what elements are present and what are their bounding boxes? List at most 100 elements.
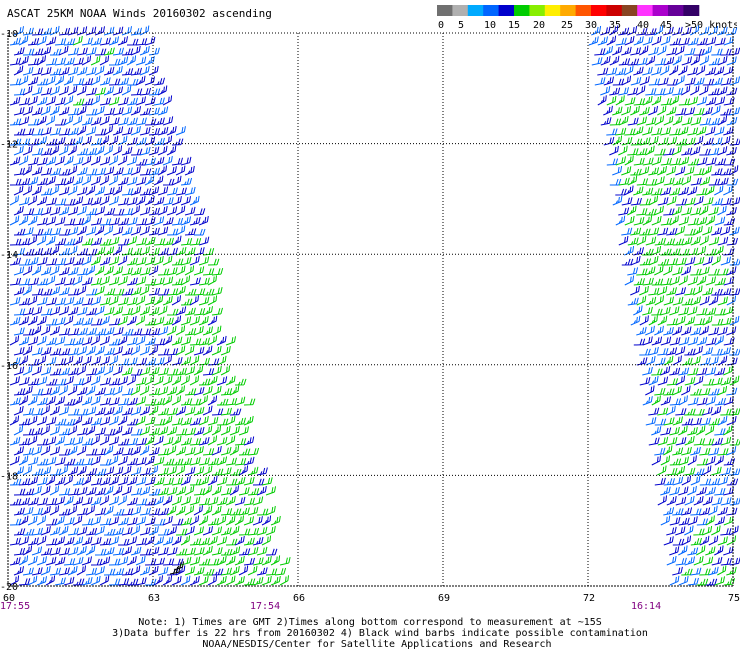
wind-barb: [36, 497, 48, 506]
wind-barb: [136, 158, 148, 166]
wind-barb: [99, 416, 111, 426]
wind-barb: [144, 416, 156, 426]
wind-barb: [63, 458, 76, 466]
wind-barb: [40, 466, 52, 476]
wind-barb: [648, 437, 660, 446]
wind-barb: [126, 418, 139, 426]
wind-barb: [36, 376, 48, 386]
wind-barb: [162, 317, 174, 326]
wind-barb: [642, 157, 654, 166]
legend-color-swatch: [452, 5, 469, 16]
wind-barb: [256, 467, 268, 476]
wind-barb: [153, 238, 166, 246]
wind-barb: [678, 367, 690, 376]
wind-barb: [72, 578, 85, 586]
wind-barb: [85, 66, 97, 76]
wind-barb: [18, 578, 31, 586]
wind-barb: [693, 285, 703, 296]
wind-barb: [666, 347, 678, 356]
wind-barb: [157, 186, 169, 196]
wind-barb: [103, 546, 115, 556]
wind-barb: [166, 166, 177, 176]
wind-barb: [112, 145, 123, 156]
wind-barb: [211, 408, 224, 416]
wind-barb: [717, 506, 728, 516]
wind-barb: [684, 348, 696, 356]
wind-barb: [135, 357, 147, 366]
wind-barb: [693, 528, 705, 536]
wind-barb: [31, 468, 44, 476]
wind-barb: [663, 208, 675, 216]
wind-barb: [18, 395, 29, 406]
wind-barb: [31, 446, 42, 456]
wind-barb: [696, 545, 706, 556]
wind-barb: [90, 155, 101, 166]
wind-barb: [198, 476, 210, 486]
wind-barb: [618, 207, 630, 216]
wind-barb: [90, 356, 101, 366]
wind-barb: [22, 27, 34, 36]
wind-barb: [22, 465, 33, 476]
wind-barb: [162, 197, 174, 206]
wind-barb: [681, 175, 692, 186]
wind-barb: [636, 326, 647, 336]
wind-barb: [193, 526, 204, 536]
wind-barb: [49, 185, 60, 196]
wind-barb: [36, 55, 46, 66]
wind-barb: [726, 416, 737, 426]
wind-barb: [687, 217, 699, 226]
wind-barb: [702, 438, 715, 446]
wind-barb: [198, 575, 209, 586]
wind-barb: [618, 87, 629, 96]
wind-barb: [705, 215, 716, 226]
wind-barb: [40, 547, 53, 556]
wind-barb: [13, 47, 25, 56]
wind-barb: [144, 118, 157, 126]
wind-barb: [189, 338, 202, 346]
wind-barb: [13, 466, 24, 476]
wind-barb: [663, 56, 675, 66]
wind-barb: [270, 555, 281, 566]
wind-barb: [67, 306, 79, 316]
wind-barb: [135, 218, 148, 226]
wind-barb: [184, 228, 197, 236]
wind-barb: [687, 577, 699, 586]
wind-barb: [148, 306, 160, 316]
legend-label: 40: [637, 20, 649, 31]
wind-barb: [663, 115, 674, 126]
wind-barb: [166, 206, 178, 216]
wind-barb: [265, 548, 278, 556]
wind-barb: [672, 206, 683, 216]
wind-barb: [144, 296, 156, 306]
wind-barb: [672, 476, 684, 486]
wind-barb: [153, 277, 165, 286]
wind-barb: [13, 528, 26, 536]
wind-barb: [94, 285, 105, 296]
wind-barb: [696, 578, 709, 586]
wind-barb: [126, 578, 139, 586]
wind-barb: [234, 417, 246, 426]
wind-barb: [22, 66, 34, 76]
wind-barb: [690, 116, 702, 126]
wind-barb: [99, 256, 111, 266]
wind-barb: [675, 75, 685, 86]
wind-barb: [621, 227, 633, 236]
wind-barb: [40, 288, 53, 296]
wind-barb: [657, 258, 670, 266]
wind-barb: [699, 55, 710, 66]
wind-barb: [717, 146, 728, 156]
wind-barb: [63, 115, 74, 126]
wind-barb: [642, 126, 653, 136]
wind-barb: [148, 88, 161, 96]
wind-barb: [72, 536, 84, 546]
wind-barb: [144, 578, 157, 586]
wind-barb: [202, 465, 213, 476]
wind-barb: [36, 96, 48, 106]
wind-barb: [216, 418, 229, 426]
wind-barb: [54, 396, 65, 406]
wind-barb: [234, 536, 245, 546]
wind-barb: [90, 536, 102, 546]
wind-barb: [198, 337, 210, 346]
wind-barb: [81, 78, 94, 86]
wind-barb: [220, 567, 232, 576]
